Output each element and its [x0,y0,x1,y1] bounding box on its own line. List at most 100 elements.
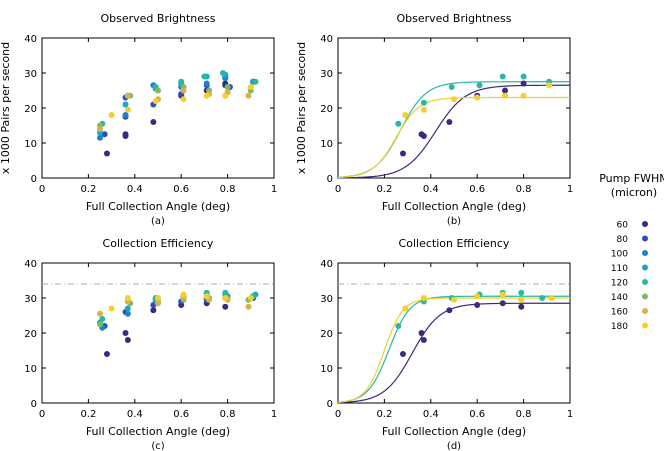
data-point [520,80,527,87]
series-140 [97,84,254,129]
legend-entry-110: 110 [611,264,648,274]
y-tick-label: 30 [320,294,333,305]
data-point [518,296,525,303]
data-point [122,330,129,336]
y-tick-label: 0 [31,399,37,410]
x-axis-label: Full Collection Angle (deg) [382,200,526,213]
x-tick-label: 0.8 [220,409,236,420]
x-tick-label: 0.8 [516,409,532,420]
data-point [420,337,427,343]
legend-marker [642,264,648,271]
legend-marker [642,221,648,227]
legend-marker [642,293,648,300]
data-point [474,293,481,300]
data-point [518,303,525,310]
legend-title: Pump FWHM [599,172,664,185]
legend-label: 180 [611,322,628,332]
data-point [180,291,187,298]
y-tick-label: 40 [24,34,37,45]
data-point [122,112,129,118]
fit-curve-180 [337,96,570,179]
data-point [247,84,254,90]
legend-label: 140 [611,293,628,303]
series-100 [97,75,257,141]
x-tick-label: 0.4 [423,184,439,195]
x-tick-label: 0.6 [469,409,485,420]
legend-entry-100: 100 [611,250,648,260]
y-tick-label: 10 [24,139,37,150]
series-80 [101,295,257,329]
data-point [518,289,525,296]
x-tick-label: 1 [271,184,277,195]
legend-entry-160: 160 [611,308,648,318]
data-point [520,92,527,99]
legend-marker [642,235,648,242]
data-point [546,82,553,89]
legend-entry-120: 120 [611,279,648,289]
data-point [155,295,161,301]
fit-curve-180 [337,297,570,403]
fit-curve-60 [337,84,570,179]
legend-marker [642,322,648,329]
legend-label: 100 [611,250,628,260]
data-point [402,112,409,118]
series-120 [99,289,257,322]
x-tick-label: 1 [567,184,573,195]
data-point [180,96,187,103]
data-point [247,295,254,301]
data-point [395,120,402,127]
series-60 [399,80,527,157]
series-160 [97,295,252,317]
data-point [178,78,185,85]
data-point [224,84,231,90]
y-tick-label: 0 [327,174,333,185]
data-point [150,119,157,125]
y-tick-label: 0 [31,174,37,185]
data-point [124,337,131,343]
data-point [97,310,103,317]
data-point [103,351,110,357]
data-point [122,101,129,108]
data-point [203,92,210,99]
data-point [108,305,115,312]
data-point [222,289,229,296]
data-point [124,310,131,317]
data-point [97,134,103,141]
x-tick-label: 1 [271,409,277,420]
data-point [103,150,110,157]
legend-entry-140: 140 [611,293,648,303]
y-tick-label: 10 [320,139,333,150]
panel-title: Collection Efficiency [103,237,214,250]
panel-caption: (c) [151,441,164,451]
panel-caption: (b) [447,216,461,227]
panel-title: Observed Brightness [100,12,215,25]
x-tick-label: 0 [39,409,45,420]
series-60 [103,300,229,357]
x-tick-label: 0.6 [173,184,189,195]
legend-marker [642,308,648,314]
data-point [108,112,115,118]
x-tick-label: 0.2 [376,184,392,195]
data-point [418,330,425,336]
x-axis-label: Full Collection Angle (deg) [382,425,526,438]
fit-curve-120 [337,295,570,403]
data-point [97,126,103,132]
y-tick-label: 40 [320,259,333,270]
series-180 [402,82,553,118]
series-120 [395,73,553,127]
data-point [420,133,427,139]
data-point [474,94,481,101]
data-point [420,295,427,301]
data-point [420,106,427,113]
x-tick-label: 0.6 [469,184,485,195]
legend-label: 110 [611,264,628,274]
y-tick-label: 40 [24,259,37,270]
panel-caption: (a) [151,216,165,227]
data-point [252,78,259,85]
series-180 [108,291,254,312]
data-point [451,296,457,303]
legend-label: 80 [617,235,629,245]
data-point [395,323,402,329]
